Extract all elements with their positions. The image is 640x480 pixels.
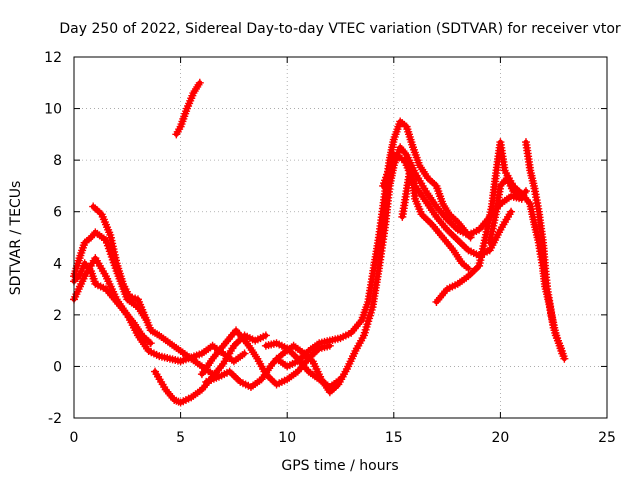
series-track-o	[521, 138, 569, 363]
y-tick-label: 8	[53, 153, 62, 169]
y-tick-label: 2	[53, 308, 62, 324]
series-track-l	[398, 161, 473, 273]
series-track-i	[261, 339, 345, 392]
data-point	[195, 78, 204, 87]
data-point	[74, 271, 83, 280]
plot-area	[70, 78, 569, 407]
axis-ticks: 0 5 10 15 20 25 -2 0 2 4 6 8 10 12	[44, 50, 616, 446]
series-track-k	[379, 150, 516, 260]
data-point	[560, 354, 569, 363]
data-point	[240, 349, 249, 358]
data-point	[464, 231, 473, 240]
y-axis-label: SDTVAR / TECUs	[8, 181, 24, 296]
x-tick-label: 5	[176, 430, 185, 446]
x-tick-label: 0	[70, 430, 79, 446]
y-tick-label: 12	[44, 50, 62, 66]
y-tick-label: 0	[53, 359, 62, 375]
data-point	[464, 264, 473, 273]
x-tick-label: 20	[491, 430, 509, 446]
data-point	[400, 149, 409, 158]
series-track-d	[89, 202, 217, 379]
y-tick-label: -2	[48, 411, 62, 427]
series-track-n	[485, 174, 530, 247]
x-axis-label: GPS time / hours	[281, 458, 398, 474]
series-track-c	[70, 259, 155, 348]
x-tick-label: 10	[278, 430, 296, 446]
data-point	[261, 331, 270, 340]
data-point	[521, 187, 530, 196]
chart-title: Day 250 of 2022, Sidereal Day-to-day VTE…	[59, 21, 621, 37]
data-point	[146, 339, 155, 348]
data-point	[336, 375, 345, 384]
x-tick-label: 15	[385, 430, 403, 446]
series-track-e	[172, 78, 204, 139]
grid-lines	[74, 57, 607, 418]
y-tick-label: 4	[53, 256, 62, 272]
x-tick-label: 25	[598, 430, 616, 446]
data-point	[520, 188, 529, 197]
y-tick-label: 10	[44, 102, 62, 118]
data-point	[85, 265, 94, 274]
plot-frame	[73, 56, 608, 419]
series-line	[71, 255, 248, 364]
data-point	[466, 233, 475, 242]
data-point	[507, 207, 516, 216]
y-tick-label: 6	[53, 205, 62, 221]
series-line	[274, 118, 474, 369]
